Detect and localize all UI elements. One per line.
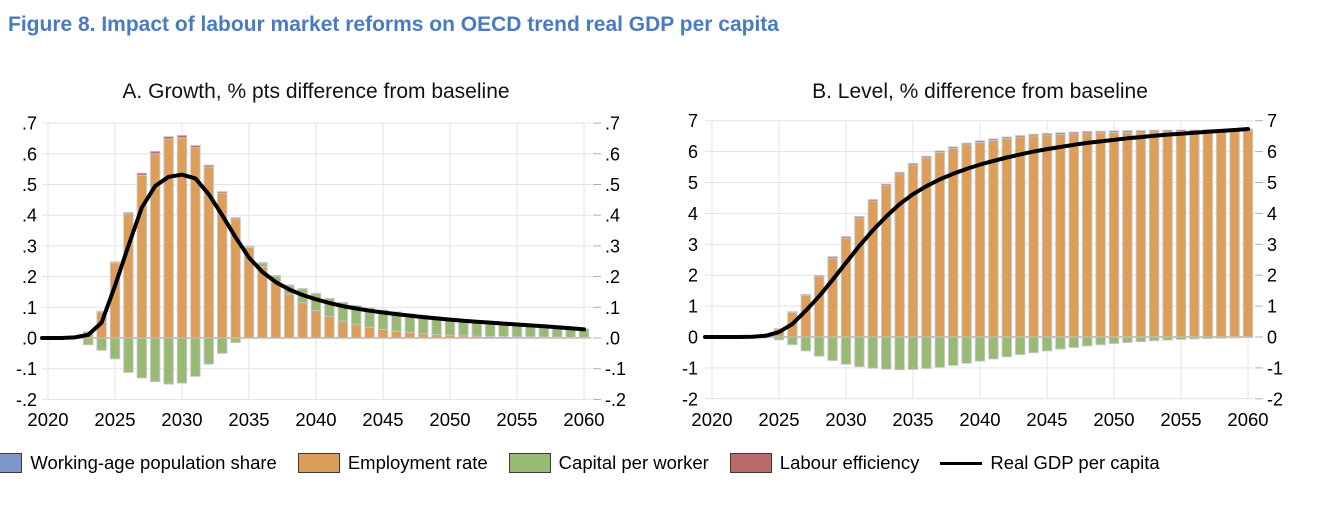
svg-text:.2: .2	[605, 267, 620, 287]
svg-text:2050: 2050	[429, 409, 470, 430]
svg-text:2025: 2025	[94, 409, 135, 430]
svg-text:2055: 2055	[496, 409, 537, 430]
panel-a-title: A. Growth, % pts difference from baselin…	[122, 80, 510, 103]
svg-text:2045: 2045	[362, 409, 403, 430]
svg-text:0: 0	[688, 328, 698, 348]
legend-label: Employment rate	[347, 452, 488, 473]
svg-text:-.1: -.1	[605, 359, 626, 379]
svg-text:4: 4	[1267, 204, 1277, 224]
legend-item-working-age: Working-age population share	[0, 452, 277, 474]
svg-text:4: 4	[688, 204, 698, 224]
svg-text:2040: 2040	[959, 409, 1000, 430]
legend-label: Working-age population share	[30, 452, 277, 473]
legend: Working-age population share Employment …	[0, 452, 1160, 474]
svg-text:5: 5	[1267, 173, 1277, 193]
svg-text:-.2: -.2	[605, 390, 626, 410]
svg-text:2025: 2025	[758, 409, 799, 430]
panel-b-title: B. Level, % difference from baseline	[812, 80, 1148, 103]
svg-text:3: 3	[1267, 235, 1277, 255]
svg-text:-.1: -.1	[16, 359, 37, 379]
svg-text:2: 2	[1267, 266, 1277, 286]
svg-text:2030: 2030	[161, 409, 202, 430]
svg-text:2060: 2060	[563, 409, 604, 430]
working-age-swatch-icon	[0, 453, 23, 473]
svg-text:2045: 2045	[1026, 409, 1067, 430]
svg-text:0: 0	[1267, 328, 1277, 348]
svg-text:2020: 2020	[27, 409, 68, 430]
svg-text:-.2: -.2	[16, 390, 37, 410]
legend-item-real-gdp-line: Real GDP per capita	[940, 452, 1160, 474]
legend-item-labour-efficiency: Labour efficiency	[729, 452, 920, 474]
legend-label: Capital per worker	[558, 452, 709, 473]
svg-text:1: 1	[1267, 297, 1277, 317]
svg-text:.5: .5	[605, 175, 620, 195]
svg-text:.1: .1	[605, 298, 620, 318]
svg-text:.2: .2	[22, 267, 37, 287]
svg-text:2055: 2055	[1160, 409, 1201, 430]
svg-text:.4: .4	[605, 206, 620, 226]
svg-text:2050: 2050	[1093, 409, 1134, 430]
svg-text:6: 6	[1267, 142, 1277, 162]
figure-title: Figure 8. Impact of labour market reform…	[8, 13, 779, 36]
svg-text:7: 7	[688, 111, 698, 131]
svg-text:.6: .6	[605, 144, 620, 164]
svg-text:2035: 2035	[228, 409, 269, 430]
svg-text:.0: .0	[605, 329, 620, 349]
svg-text:-1: -1	[682, 358, 698, 378]
svg-text:.0: .0	[22, 329, 37, 349]
capital-per-worker-swatch-icon	[508, 453, 551, 473]
svg-text:3: 3	[688, 235, 698, 255]
svg-text:6: 6	[688, 142, 698, 162]
legend-label: Real GDP per capita	[990, 452, 1160, 473]
svg-text:2040: 2040	[295, 409, 336, 430]
svg-text:-2: -2	[1267, 389, 1283, 409]
svg-text:7: 7	[1267, 111, 1277, 131]
svg-text:.3: .3	[22, 236, 37, 256]
legend-label: Labour efficiency	[779, 452, 920, 473]
svg-text:.7: .7	[605, 114, 620, 134]
employment-rate-swatch-icon	[297, 453, 340, 473]
svg-text:2020: 2020	[691, 409, 732, 430]
svg-text:.1: .1	[22, 298, 37, 318]
svg-text:2030: 2030	[825, 409, 866, 430]
svg-text:2: 2	[688, 266, 698, 286]
gdp-line-sample-icon	[940, 461, 983, 465]
svg-text:.7: .7	[22, 114, 37, 134]
svg-text:2060: 2060	[1227, 409, 1268, 430]
legend-item-capital-per-worker: Capital per worker	[508, 452, 709, 474]
svg-text:.5: .5	[22, 175, 37, 195]
svg-text:.4: .4	[22, 206, 37, 226]
svg-text:-1: -1	[1267, 358, 1283, 378]
svg-text:.6: .6	[22, 144, 37, 164]
svg-text:.3: .3	[605, 236, 620, 256]
svg-text:-2: -2	[682, 389, 698, 409]
svg-text:2035: 2035	[892, 409, 933, 430]
svg-text:5: 5	[688, 173, 698, 193]
legend-item-employment-rate: Employment rate	[297, 452, 488, 474]
labour-efficiency-swatch-icon	[729, 453, 772, 473]
svg-text:1: 1	[688, 297, 698, 317]
